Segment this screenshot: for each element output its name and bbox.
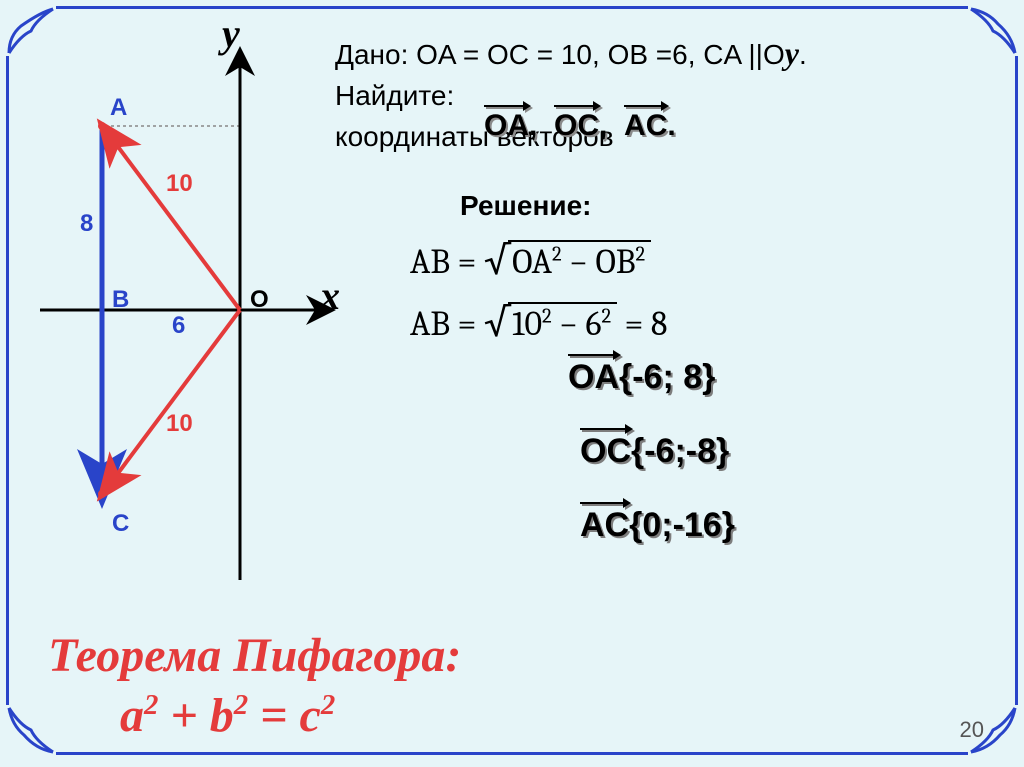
given-line-1: Дано: OA = OC = 10, OB =6, CA ||Oy.: [335, 30, 807, 76]
x-axis-label: x: [320, 272, 340, 319]
OC-length-label: 10: [166, 410, 193, 438]
origin-label: O: [250, 286, 269, 314]
point-B-label: B: [112, 286, 129, 314]
point-A-label: A: [110, 94, 127, 122]
solution-title: Решение:: [460, 190, 591, 222]
plot-svg: [30, 40, 350, 600]
AB-length-label: 8: [80, 210, 93, 238]
y-axis-label: y: [222, 10, 240, 57]
result-AC: AC{0;-16} AC{0;-16}: [582, 508, 737, 547]
pythagoras-title: Теорема Пифагора:: [48, 628, 461, 683]
frame-corner: [6, 705, 56, 755]
formula-ab-numeric: AB = √102 − 62 = 8: [410, 302, 667, 344]
OB-length-label: 6: [172, 312, 185, 340]
page-number: 20: [960, 717, 984, 743]
coordinate-plot: y x A B C O 10 10 8 6: [30, 40, 350, 600]
vector-list: OA, OC, AC. OA, OC, AC.: [486, 111, 678, 145]
result-OC: OC{-6;-8} OC{-6;-8}: [582, 434, 731, 473]
formula-ab-symbolic: AB = √OA2 − OB2: [410, 240, 651, 282]
result-OA: OA{-6; 8} OA{-6; 8}: [570, 360, 717, 399]
OA-length-label: 10: [166, 170, 193, 198]
point-C-label: C: [112, 510, 129, 538]
frame-corner: [968, 6, 1018, 56]
pythagoras-equation: a2 + b2 = c2: [120, 688, 335, 743]
